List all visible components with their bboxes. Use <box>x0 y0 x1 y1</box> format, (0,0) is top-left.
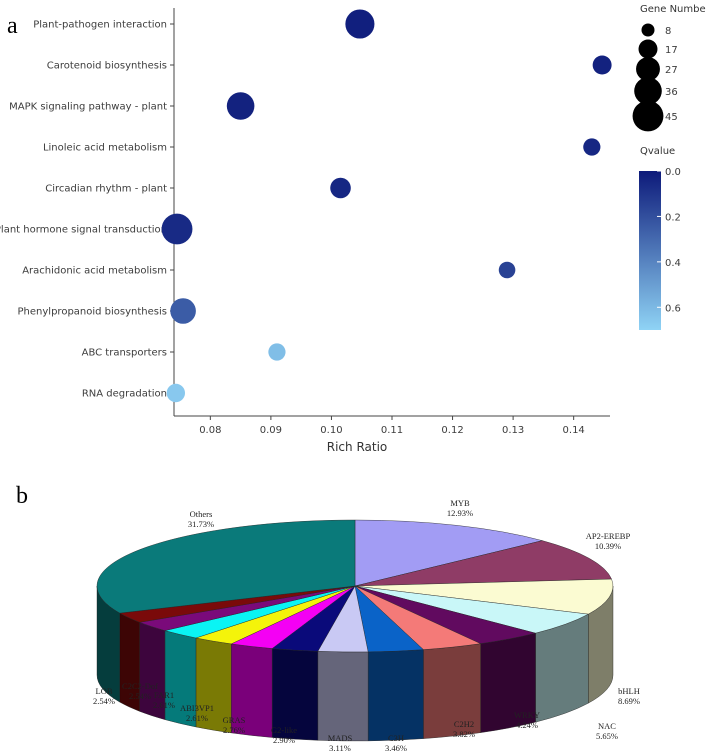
qvalue-legend-title: Qvalue <box>640 146 675 157</box>
category-label-phenylpropanoid-biosynthesis: Phenylpropanoid biosynthesis <box>18 307 167 318</box>
pie-label-abi3vp1: ABI3VP1 <box>180 703 214 713</box>
bubble-plant-hormone-signal-transduction <box>161 213 193 245</box>
x-tick-label: 0.14 <box>563 425 585 436</box>
gene-number-legend-dot <box>638 39 658 59</box>
bubble-linoleic-acid-metabolism <box>583 138 601 156</box>
pie-label-c2c2-dof: C2C2-Dof <box>122 681 158 691</box>
bubble-mapk-signaling-pathway-plant <box>226 92 255 120</box>
pie-label-g2-like: G2-like <box>271 725 297 735</box>
pie-slice-ap2-erebp <box>354 540 612 587</box>
bubble-chart-axes <box>173 8 610 417</box>
qvalue-tick-label: 0.6 <box>665 303 681 314</box>
gene-number-legend-label: 45 <box>665 112 678 123</box>
pie-chart-sides <box>96 585 614 742</box>
gene-number-legend-label: 8 <box>665 26 671 37</box>
gene-number-legend-dot <box>641 23 655 37</box>
qvalue-colorbar <box>639 171 661 330</box>
bubble-chart-points <box>161 9 612 403</box>
bubble-phenylpropanoid-biosynthesis <box>170 298 196 324</box>
gene-number-legend: Gene Number 8 17 27 36 45 <box>632 4 706 132</box>
pie-slice-bhlh <box>354 578 614 615</box>
bubble-arachidonic-acid-metabolism <box>498 261 516 279</box>
gene-number-legend-label: 27 <box>665 65 678 76</box>
bubble-chart-x-ticks: 0.08 0.09 0.10 0.11 0.12 0.13 0.14 <box>199 416 585 436</box>
bubble-chart-category-labels: Plant-pathogen interaction Carotenoid bio… <box>0 20 174 400</box>
gene-number-legend-dot <box>636 57 660 81</box>
pie-label-ap2-erebp: AP2-EREBP <box>586 531 631 541</box>
pie-label-mads: MADS <box>328 733 353 743</box>
gene-number-legend-label: 17 <box>665 45 678 56</box>
panel-letter-a: a <box>7 13 18 39</box>
category-label-rna-degradation: RNA degradation <box>82 389 167 400</box>
pie-pct-far1: 2.61% <box>153 700 175 710</box>
category-label-plant-hormone-signal-transduction: Plant hormone signal transduction <box>0 225 167 236</box>
bubble-plant-pathogen-interaction <box>345 9 375 39</box>
pie-pct-c2h2: 3.82% <box>453 729 475 739</box>
pie-pct-ap2-erebp: 10.39% <box>595 541 621 551</box>
x-axis-title: Rich Ratio <box>327 440 388 454</box>
pie-pct-others: 31.73% <box>188 519 214 529</box>
pie-label-far1: FAR1 <box>154 690 174 700</box>
qvalue-legend: Qvalue 0.0 0.2 0.4 0.6 <box>639 146 681 330</box>
pie-pct-nac: 5.65% <box>596 731 618 741</box>
bubble-circadian-rhythm-plant <box>330 177 351 199</box>
pie-slice-nac <box>354 585 589 634</box>
bubble-abc-transporters <box>268 343 286 361</box>
qvalue-tick-label: 0.4 <box>665 258 681 269</box>
bubble-chart: Plant-pathogen interaction Carotenoid bio… <box>0 4 706 454</box>
gene-number-legend-dot <box>632 100 664 132</box>
pie-label-gras: GRAS <box>223 715 246 725</box>
pie-label-myb: MYB <box>450 498 470 508</box>
pie-slice-others <box>96 519 356 614</box>
category-label-carotenoid-biosynthesis: Carotenoid biosynthesis <box>47 61 167 72</box>
x-tick-label: 0.12 <box>441 425 463 436</box>
pie-slice-myb <box>354 519 543 587</box>
x-tick-label: 0.08 <box>199 425 221 436</box>
pie-pct-bhlh: 8.69% <box>618 696 640 706</box>
pie-pct-c3h: 3.46% <box>385 743 407 753</box>
gene-number-legend-label: 36 <box>665 87 678 98</box>
pie-pct-wrky: 4.24% <box>516 720 538 730</box>
pie-pct-gras: 2.76% <box>223 725 245 735</box>
category-label-circadian-rhythm-plant: Circadian rhythm - plant <box>45 184 167 195</box>
panel-letter-b: b <box>16 483 28 509</box>
pie-label-wrky: WRKY <box>514 710 540 720</box>
pie-label-others: Others <box>190 509 213 519</box>
pie-pct-abi3vp1: 2.61% <box>186 713 208 723</box>
bubble-rna-degradation <box>166 383 186 403</box>
pie-side-mads <box>317 651 369 742</box>
x-tick-label: 0.11 <box>381 425 403 436</box>
category-label-arachidonic-acid-metabolism: Arachidonic acid metabolism <box>22 266 167 277</box>
qvalue-tick-label: 0.2 <box>665 212 681 223</box>
bubble-carotenoid-biosynthesis <box>592 55 612 75</box>
pie-pct-lob: 2.54% <box>93 696 115 706</box>
pie-label-c2h2: C2H2 <box>454 719 474 729</box>
x-tick-label: 0.13 <box>502 425 524 436</box>
pie-label-nac: NAC <box>598 721 616 731</box>
pie-label-lob: LOB <box>96 686 113 696</box>
pie-side-c3h <box>367 649 424 742</box>
pie-chart-top <box>96 519 614 653</box>
pie-label-bhlh: bHLH <box>618 686 640 696</box>
x-tick-label: 0.09 <box>260 425 282 436</box>
pie-pct-myb: 12.93% <box>447 508 473 518</box>
pie-pct-mads: 3.11% <box>329 743 351 753</box>
x-tick-label: 0.10 <box>320 425 342 436</box>
qvalue-tick-label: 0.0 <box>665 167 681 178</box>
gene-number-legend-dot <box>634 77 662 105</box>
category-label-plant-pathogen-interaction: Plant-pathogen interaction <box>33 20 167 31</box>
pie-pct-g2-like: 2.90% <box>273 735 295 745</box>
category-label-abc-transporters: ABC transporters <box>82 348 167 359</box>
pie-pct-c2c2-dof: 2.54% <box>129 691 151 701</box>
pie-label-c3h: C3H <box>388 733 404 743</box>
gene-number-legend-title: Gene Number <box>640 4 706 15</box>
category-label-linoleic-acid-metabolism: Linoleic acid metabolism <box>43 143 167 154</box>
category-label-mapk-signaling-pathway-plant: MAPK signaling pathway - plant <box>9 102 167 113</box>
